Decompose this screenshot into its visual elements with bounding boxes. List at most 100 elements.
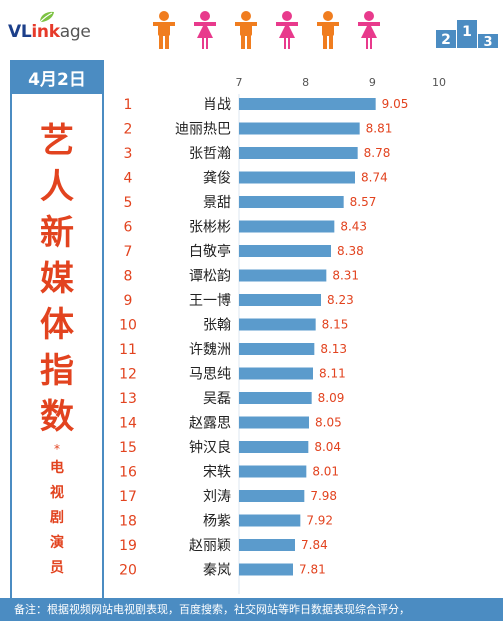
value-label: 8.74 bbox=[361, 171, 388, 185]
value-label: 8.81 bbox=[366, 122, 393, 136]
bar bbox=[239, 318, 316, 331]
podium-number-1: 1 bbox=[462, 24, 472, 40]
rank-label: 7 bbox=[124, 244, 133, 260]
category-label: 赵丽颖 bbox=[189, 538, 231, 554]
bar bbox=[239, 147, 358, 159]
value-label: 8.31 bbox=[332, 269, 359, 283]
title-char: 体 bbox=[40, 305, 74, 345]
category-label: 龚俊 bbox=[203, 171, 231, 187]
rank-label: 15 bbox=[119, 440, 137, 456]
category-label: 白敬亭 bbox=[189, 243, 231, 260]
subtitle-char: 电 bbox=[50, 460, 64, 476]
bar bbox=[239, 343, 315, 355]
value-label: 9.05 bbox=[382, 97, 409, 111]
value-label: 8.78 bbox=[364, 146, 391, 160]
value-label: 8.15 bbox=[322, 318, 349, 332]
value-label: 8.01 bbox=[312, 465, 339, 479]
subtitle-char: 视 bbox=[50, 485, 64, 501]
category-label: 杨紫 bbox=[203, 514, 231, 530]
value-label: 8.57 bbox=[350, 195, 377, 209]
podium-number-3: 3 bbox=[483, 35, 492, 48]
subtitle-char: 员 bbox=[50, 560, 64, 576]
title-char: 艺 bbox=[40, 121, 74, 161]
category-label: 吴磊 bbox=[203, 391, 231, 407]
x-tick-label: 9 bbox=[369, 76, 376, 89]
value-label: 8.11 bbox=[319, 367, 346, 381]
category-label: 刘涛 bbox=[203, 489, 231, 505]
title-char: 数 bbox=[40, 397, 74, 437]
rank-label: 6 bbox=[124, 220, 133, 236]
value-label: 8.04 bbox=[314, 440, 341, 454]
rank-label: 5 bbox=[124, 195, 133, 211]
rank-label: 9 bbox=[124, 293, 133, 309]
rank-label: 4 bbox=[124, 171, 133, 187]
category-label: 许魏洲 bbox=[189, 342, 231, 358]
value-label: 8.23 bbox=[327, 293, 354, 307]
asterisk: * bbox=[54, 442, 60, 456]
rank-label: 2 bbox=[124, 122, 133, 138]
bar bbox=[239, 220, 335, 233]
value-label: 8.05 bbox=[315, 416, 342, 430]
rank-label: 10 bbox=[119, 318, 137, 334]
category-label: 宋轶 bbox=[203, 465, 231, 481]
brand-part-1: VL bbox=[8, 22, 32, 42]
bar bbox=[239, 245, 331, 257]
value-label: 7.84 bbox=[301, 538, 328, 552]
header: VLinkage 2 1 3 bbox=[0, 0, 503, 60]
rank-label: 11 bbox=[119, 342, 137, 358]
category-label: 谭松韵 bbox=[189, 269, 231, 285]
value-label: 8.38 bbox=[337, 244, 364, 258]
podium-icon: 2 1 3 bbox=[436, 20, 498, 48]
x-tick-label: 7 bbox=[236, 76, 243, 89]
category-label: 张彬彬 bbox=[189, 220, 231, 236]
title-char: 指 bbox=[40, 351, 74, 391]
category-label: 王一博 bbox=[189, 292, 231, 309]
bar bbox=[239, 294, 321, 306]
rank-label: 20 bbox=[119, 563, 137, 579]
rank-label: 1 bbox=[124, 97, 133, 113]
value-label: 7.92 bbox=[306, 514, 333, 528]
bar bbox=[239, 392, 312, 404]
category-label: 秦岚 bbox=[203, 563, 231, 579]
bar bbox=[239, 539, 295, 551]
brand-part-3: age bbox=[59, 22, 91, 42]
value-label: 8.13 bbox=[320, 342, 347, 356]
rank-label: 13 bbox=[119, 391, 137, 407]
rank-label: 14 bbox=[119, 416, 137, 432]
bar bbox=[239, 416, 309, 429]
person-icon bbox=[276, 11, 298, 49]
rank-label: 3 bbox=[124, 146, 133, 162]
bar bbox=[239, 269, 327, 282]
subtitle-char: 剧 bbox=[50, 510, 64, 526]
category-label: 张翰 bbox=[203, 318, 231, 334]
category-label: 钟汉良 bbox=[189, 439, 231, 456]
podium-number-2: 2 bbox=[441, 32, 451, 48]
value-label: 8.09 bbox=[318, 391, 345, 405]
category-label: 肖战 bbox=[203, 97, 231, 113]
bar bbox=[239, 563, 293, 576]
rank-label: 12 bbox=[119, 367, 137, 383]
person-icon bbox=[194, 11, 216, 49]
footer-note: 备注：根据视频网站电视剧表现，百度搜索，社交网站等昨日数据表现综合评分， bbox=[0, 598, 503, 621]
date-label: 4月2日 bbox=[10, 60, 104, 94]
person-icon bbox=[358, 11, 380, 49]
rank-label: 17 bbox=[119, 489, 137, 505]
category-label: 张哲瀚 bbox=[189, 146, 231, 162]
bar bbox=[239, 490, 305, 502]
bar bbox=[239, 171, 355, 184]
x-tick-label: 10 bbox=[432, 76, 446, 89]
rank-label: 19 bbox=[119, 538, 137, 554]
bar bbox=[239, 196, 344, 208]
category-label: 景甜 bbox=[203, 195, 231, 211]
bar bbox=[239, 465, 307, 478]
ranking-bar-chart: 7 8 9 10 1 肖战 9.05 2 迪丽热巴 8.81 3 张哲瀚 8.78 4 龚俊 8.74 5 景甜 8… bbox=[119, 76, 446, 594]
sidebar-frame bbox=[10, 60, 104, 598]
bar bbox=[239, 367, 313, 380]
value-label: 8.43 bbox=[340, 220, 367, 234]
x-tick-label: 8 bbox=[302, 76, 309, 89]
value-label: 7.81 bbox=[299, 563, 326, 577]
person-icon bbox=[235, 11, 257, 49]
vlinkage-logo: VLinkage bbox=[8, 11, 118, 52]
leaf-icon bbox=[39, 11, 54, 23]
subtitle-char: 演 bbox=[50, 535, 64, 551]
